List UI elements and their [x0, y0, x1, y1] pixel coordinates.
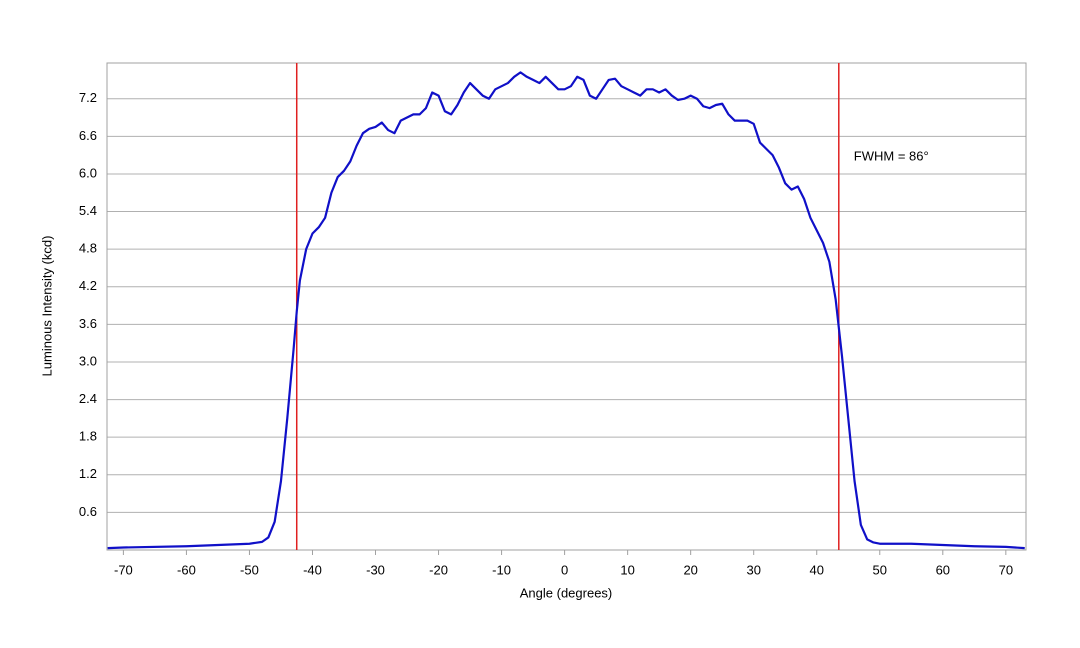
y-tick-label: 3.6 — [79, 316, 97, 331]
x-tick-label: 10 — [620, 562, 634, 577]
y-tick-label: 6.0 — [79, 165, 97, 180]
y-tick-label: 1.2 — [79, 466, 97, 481]
y-tick-label: 3.0 — [79, 353, 97, 368]
x-tick-label: 70 — [999, 562, 1013, 577]
y-axis-label: Luminous Intensity (kcd) — [39, 236, 54, 377]
y-tick-label: 0.6 — [79, 504, 97, 519]
x-tick-label: -40 — [303, 562, 322, 577]
y-tick-label: 7.2 — [79, 90, 97, 105]
plot-border — [106, 62, 1027, 551]
x-tick-label: -30 — [366, 562, 385, 577]
y-tick-label: 2.4 — [79, 391, 97, 406]
x-tick-label: 50 — [873, 562, 887, 577]
annotation: FWHM = 86° — [854, 148, 929, 163]
x-tick-label: -70 — [114, 562, 133, 577]
x-tick-label: 60 — [936, 562, 950, 577]
x-tick-label: 20 — [683, 562, 697, 577]
x-tick-label: -10 — [492, 562, 511, 577]
x-tick-label: -20 — [429, 562, 448, 577]
x-tick-label: -60 — [177, 562, 196, 577]
y-tick-label: 1.8 — [79, 429, 97, 444]
y-tick-label: 4.8 — [79, 241, 97, 256]
y-tick-label: 5.4 — [79, 203, 97, 218]
x-tick-label: 0 — [561, 562, 568, 577]
y-tick-label: 4.2 — [79, 278, 97, 293]
x-axis-label: Angle (degrees) — [520, 585, 613, 600]
x-tick-label: 30 — [746, 562, 760, 577]
y-tick-label: 6.6 — [79, 128, 97, 143]
x-tick-label: 40 — [810, 562, 824, 577]
x-tick-label: -50 — [240, 562, 259, 577]
series-line — [107, 71, 1025, 550]
